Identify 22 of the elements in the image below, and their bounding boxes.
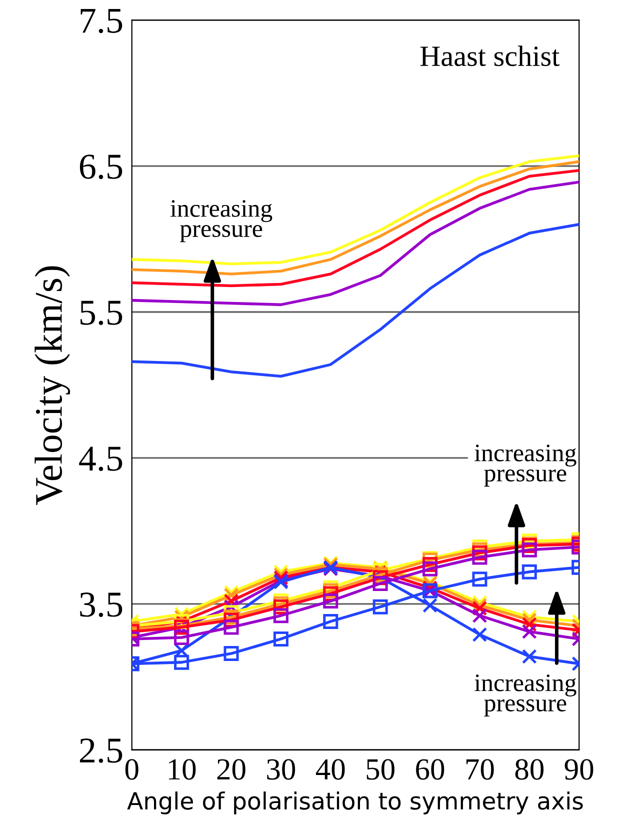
x-tick-label: 50	[366, 759, 394, 780]
y-axis-title: Velocity (km/s)	[34, 266, 70, 505]
y-tick-label: 3.5	[80, 592, 122, 617]
x-tick-label: 90	[564, 759, 594, 780]
y-tick-label: 2.5	[80, 738, 122, 763]
x-tick-label: 0	[125, 759, 138, 780]
y-tick-label: 6.5	[80, 154, 122, 180]
annotation: increasing pressure	[474, 444, 576, 487]
x-tick-label: 30	[267, 759, 296, 780]
y-tick-label: 7.5	[80, 8, 122, 34]
x-axis-title: Angle of polarisation to symmetry axis	[127, 791, 583, 814]
x-tick-label: 10	[168, 759, 196, 780]
x-tick-label: 20	[217, 759, 246, 780]
x-tick-label: 60	[416, 759, 444, 780]
text: Haast schist	[420, 46, 560, 66]
x-tick-label: 40	[316, 759, 345, 780]
y-tick-label: 5.5	[80, 300, 122, 326]
y-tick-label: 4.5	[79, 446, 122, 472]
annotation: increasing pressure	[474, 674, 576, 717]
x-tick-label: 80	[515, 759, 544, 780]
x-tick-label: 70	[466, 759, 494, 780]
annotation: increasing pressure	[170, 200, 272, 242]
